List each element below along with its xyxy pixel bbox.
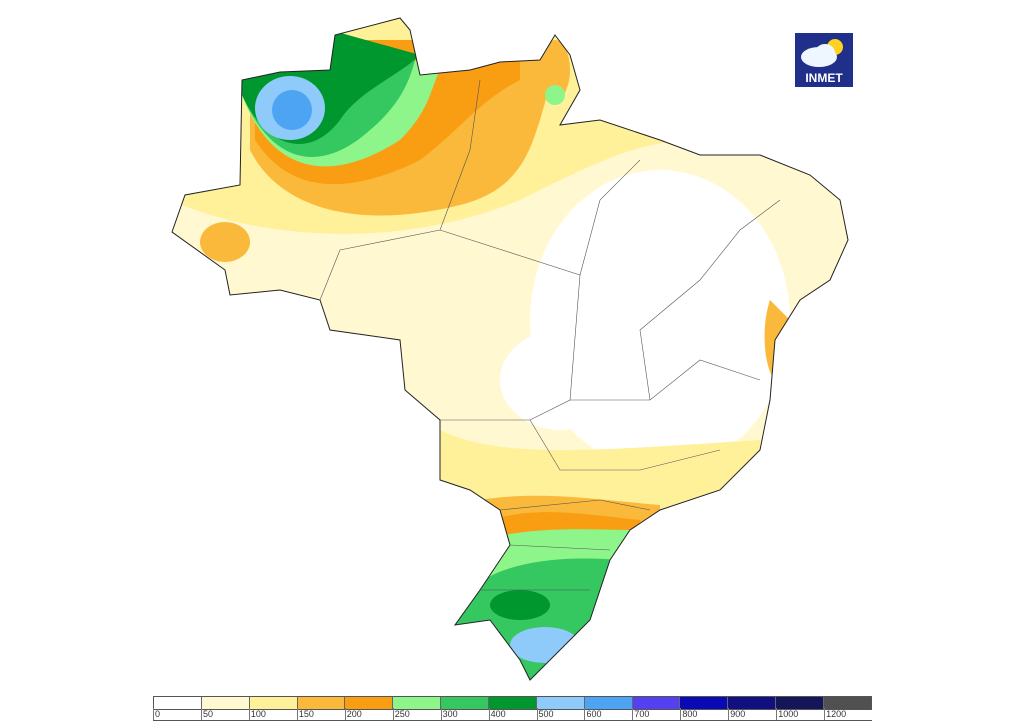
legend-label: 250 <box>392 708 441 720</box>
cloud-sun-icon <box>801 39 843 67</box>
legend-label: 1000 <box>776 708 824 720</box>
color-scale-legend <box>153 696 872 710</box>
legend-swatch <box>680 697 729 709</box>
legend-label: 700 <box>632 708 680 720</box>
legend-label: 100 <box>248 708 297 720</box>
legend-swatch <box>776 697 825 709</box>
logo-text: INMET <box>805 71 843 85</box>
state-borders <box>319 79 781 591</box>
legend-label: 0 <box>153 708 201 720</box>
legend-swatch <box>249 697 298 709</box>
legend-label: 300 <box>440 708 489 720</box>
legend-swatch <box>584 697 633 709</box>
legend-swatch <box>824 697 871 709</box>
legend-label: 50 <box>200 708 249 720</box>
brazil-outline <box>171 17 849 681</box>
legend-swatch <box>154 697 202 709</box>
legend-label: 150 <box>296 708 345 720</box>
legend-label: 400 <box>488 708 537 720</box>
legend-label: 1200 <box>824 708 872 720</box>
legend-swatch <box>345 697 394 709</box>
legend-label: 600 <box>584 708 632 720</box>
legend-swatch <box>536 697 585 709</box>
legend-swatch <box>393 697 442 709</box>
legend-swatch <box>728 697 777 709</box>
legend-label: 800 <box>680 708 728 720</box>
precipitation-map <box>171 17 849 681</box>
legend-swatch <box>297 697 346 709</box>
legend-swatch <box>201 697 250 709</box>
legend-swatch <box>632 697 681 709</box>
legend-swatch <box>441 697 490 709</box>
inmet-logo: INMET <box>795 33 853 87</box>
legend-swatch <box>489 697 537 709</box>
legend-label: 500 <box>536 708 585 720</box>
legend-label: 900 <box>728 708 776 720</box>
precip-fields <box>172 18 848 680</box>
legend-label: 200 <box>344 708 393 720</box>
legend-labels: 0 50 100 150 200 250 300 400 500 600 700 800 900 1000… <box>153 708 872 721</box>
